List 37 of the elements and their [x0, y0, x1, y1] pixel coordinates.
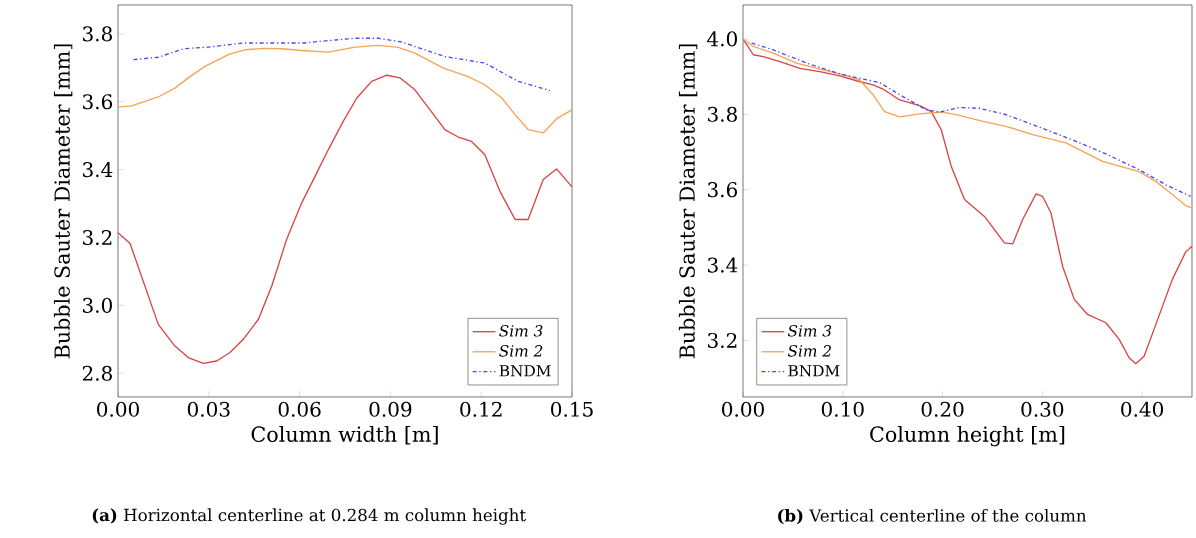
y-axis-title: Bubble Sauter Diameter [mm] [678, 44, 698, 359]
y-tick-label: 2.8 [82, 365, 112, 381]
text: (b) Vertical centerline of the column [778, 508, 1087, 525]
y-tick-label: 3.4 [708, 257, 738, 273]
legend-label: Sim 2 [499, 345, 543, 357]
y-axis-title: Bubble Sauter Diameter [mm] [53, 44, 73, 359]
x-tick-label: 0.06 [278, 401, 321, 417]
y-tick-label: 3.0 [83, 297, 112, 313]
y-tick-label: 3.8 [708, 106, 737, 122]
x-tick-label: 0.00 [722, 401, 764, 417]
x-tick-label: 0.40 [1121, 401, 1164, 417]
line-series [117, 44, 573, 134]
legend-label: Sim 3 [787, 325, 832, 337]
x-tick-label: 0.03 [187, 401, 230, 417]
legend-label: Sim 2 [787, 345, 831, 357]
x-tick-label: 0.30 [1021, 401, 1064, 417]
y-tick-label: 3.8 [83, 26, 112, 42]
x-axis-title: Column height [m] [870, 425, 1065, 447]
x-tick-label: 0.15 [551, 401, 593, 417]
y-tick-label: 4.0 [707, 31, 737, 47]
legend-label: BNDM [788, 365, 840, 377]
legend-label: Sim 3 [499, 325, 543, 337]
y-tick-label: 3.2 [83, 229, 112, 246]
x-tick-label: 0.09 [369, 401, 412, 417]
x-tick-label: 0.20 [921, 401, 964, 417]
y-tick-label: 3.4 [83, 162, 113, 178]
y-tick-label: 3.2 [708, 332, 737, 349]
text: (a) Horizontal centerline at 0.284 m column height [92, 508, 526, 525]
x-tick-label: 0.00 [97, 401, 139, 417]
line-series [742, 38, 1193, 365]
y-tick-label: 3.6 [83, 94, 113, 110]
line-series [117, 74, 573, 365]
y-tick-label: 3.6 [708, 182, 738, 198]
x-tick-label: 0.10 [821, 401, 864, 417]
x-tick-label: 0.12 [460, 401, 502, 417]
legend-label: BNDM [499, 365, 551, 377]
x-axis-title: Column width [m] [251, 425, 438, 445]
